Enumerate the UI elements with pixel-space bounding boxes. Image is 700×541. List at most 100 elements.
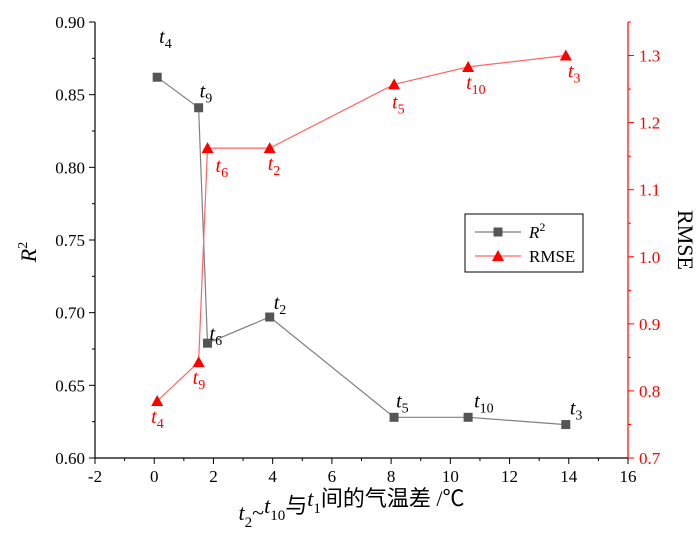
point-label-sub: 9 xyxy=(205,92,212,107)
point-label-sub: 3 xyxy=(575,409,582,424)
point-label-sub: 2 xyxy=(273,164,280,179)
point-label-sub: 5 xyxy=(402,401,409,416)
r2-point xyxy=(194,103,204,113)
x-title-sub: 1 xyxy=(313,501,321,517)
point-label-var: t xyxy=(396,390,402,412)
point-label-var: t xyxy=(474,390,480,412)
x-title-text: 间的气温差 /℃ xyxy=(321,486,465,511)
point-label-var: t xyxy=(392,91,398,113)
point-label-sub: 5 xyxy=(398,102,405,117)
point-label-sub: 3 xyxy=(573,72,580,87)
x-tick-label: -2 xyxy=(88,467,102,486)
point-label-sub: 9 xyxy=(198,378,205,393)
x-tick-label: 2 xyxy=(209,467,218,486)
y-left-tick-label: 0.80 xyxy=(55,158,85,177)
legend-r2-marker xyxy=(493,227,503,237)
rmse-point xyxy=(388,78,401,90)
r2-point-label: t6 xyxy=(210,323,223,349)
y-right-tick-label: 1.0 xyxy=(639,248,660,267)
r2-point xyxy=(389,412,399,422)
rmse-point-label: t3 xyxy=(568,61,581,87)
r2-point xyxy=(561,420,571,430)
point-label-sub: 10 xyxy=(480,401,494,416)
point-label-var: t xyxy=(151,406,157,428)
r2-point xyxy=(203,338,213,348)
x-tick-label: 10 xyxy=(442,467,459,486)
point-label-var: t xyxy=(570,398,576,420)
y-right-tick-label: 0.7 xyxy=(639,449,661,468)
y-left-title-main: R xyxy=(16,248,41,263)
x-tick-label: 12 xyxy=(501,467,518,486)
y-right-tick-label: 1.1 xyxy=(639,181,660,200)
y-left-tick-label: 0.65 xyxy=(55,376,85,395)
x-title-var: t xyxy=(307,486,314,511)
y-left-tick-label: 0.90 xyxy=(55,13,85,32)
r2-point-label: t5 xyxy=(396,390,409,416)
r2-point-label: t4 xyxy=(159,26,172,52)
rmse-point xyxy=(559,49,572,61)
point-label-sub: 4 xyxy=(165,37,172,52)
legend-r2-label: R2 xyxy=(528,220,545,242)
legend-r2-main: R xyxy=(528,223,540,242)
y-left-tick-label: 0.75 xyxy=(55,231,85,250)
y-left-tick-label: 0.60 xyxy=(55,449,85,468)
point-label-var: t xyxy=(268,153,274,175)
y-left-tick-label: 0.70 xyxy=(55,304,85,323)
rmse-point-label: t5 xyxy=(392,91,405,117)
x-title-text: 与 xyxy=(285,493,307,518)
point-label-sub: 10 xyxy=(472,83,486,98)
r2-point-label: t10 xyxy=(474,390,494,416)
legend-box xyxy=(464,213,584,273)
point-label-var: t xyxy=(210,323,216,345)
point-label-var: t xyxy=(274,292,280,314)
point-label-var: t xyxy=(466,72,472,94)
x-tick-label: 6 xyxy=(328,467,337,486)
r2-point xyxy=(463,412,473,422)
y-left-axis-title: R2 xyxy=(16,242,41,263)
x-tick-label: 4 xyxy=(268,467,277,486)
x-title-sub: 10 xyxy=(270,508,285,524)
r2-point xyxy=(265,312,275,322)
y-left-tick-label: 0.85 xyxy=(55,86,85,105)
point-label-sub: 2 xyxy=(279,303,286,318)
legend-r2-sup: 2 xyxy=(539,220,545,234)
point-label-sub: 6 xyxy=(215,334,222,349)
rmse-point-label: t6 xyxy=(216,155,229,181)
y-right-tick-label: 1.3 xyxy=(639,47,660,66)
rmse-point-label: t9 xyxy=(193,367,206,393)
y-left-title-sup: 2 xyxy=(16,242,31,249)
x-title-sub: 2 xyxy=(245,515,253,531)
x-title-var: t xyxy=(264,493,271,518)
y-right-tick-label: 0.8 xyxy=(639,382,660,401)
y-right-tick-label: 0.9 xyxy=(639,315,660,334)
r2-point-label: t2 xyxy=(274,292,287,318)
r2-point xyxy=(152,72,162,82)
rmse-point xyxy=(151,394,164,406)
point-label-sub: 4 xyxy=(157,417,164,432)
legend-rmse-label: RMSE xyxy=(529,247,575,266)
y-right-tick-label: 1.2 xyxy=(639,114,660,133)
legend-rmse-marker xyxy=(492,250,504,261)
point-label-var: t xyxy=(200,81,206,103)
point-label-var: t xyxy=(193,367,199,389)
rmse-point xyxy=(462,60,475,72)
rmse-point-label: t4 xyxy=(151,406,164,432)
x-tick-label: 14 xyxy=(560,467,578,486)
r2-point-label: t9 xyxy=(200,81,213,107)
point-label-var: t xyxy=(159,26,165,48)
x-tick-label: 0 xyxy=(150,467,159,486)
x-title-text: ~ xyxy=(252,500,264,525)
rmse-point xyxy=(201,142,214,154)
rmse-point xyxy=(263,142,276,154)
x-axis-title: t2~t10与t1间的气温差 /℃ xyxy=(239,486,465,531)
rmse-point-label: t2 xyxy=(268,153,281,179)
x-tick-label: 16 xyxy=(620,467,637,486)
rmse-point xyxy=(192,356,205,368)
legend: R2 RMSE xyxy=(464,213,584,273)
point-label-var: t xyxy=(216,155,222,177)
point-label-var: t xyxy=(568,61,574,83)
